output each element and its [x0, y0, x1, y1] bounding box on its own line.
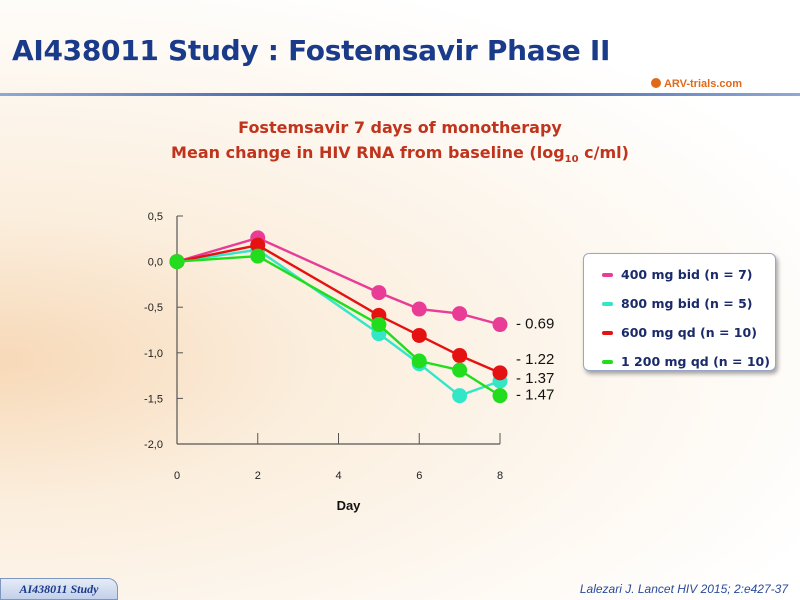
legend-item: 800 mg bid (n = 5) [584, 289, 775, 318]
x-tick-label: 4 [335, 470, 341, 482]
legend-swatch [602, 301, 613, 306]
chart-subtitle-text: Mean change in HIV RNA from baseline (lo… [171, 143, 565, 162]
chart-subtitle: Mean change in HIV RNA from baseline (lo… [0, 143, 800, 165]
brand-logo: ARV-trials.com [650, 78, 742, 90]
slide-title: AI438011 Study : Fostemsavir Phase II [12, 34, 611, 67]
series-end-label: - 1.47 [516, 387, 554, 404]
y-tick-label: -0,5 [144, 302, 163, 314]
data-point [169, 254, 185, 270]
x-tick-label: 2 [255, 470, 261, 482]
data-point [452, 348, 468, 364]
brand-logo-icon [650, 78, 661, 88]
y-tick-label: -1,5 [144, 393, 163, 405]
x-tick-label: 8 [497, 470, 503, 482]
legend-swatch [602, 359, 613, 364]
data-point [250, 237, 266, 253]
x-tick-label: 0 [174, 470, 180, 482]
citation: Lalezari J. Lancet HIV 2015; 2:e427-37 [579, 582, 788, 596]
data-point [452, 388, 468, 404]
y-tick-label: -1,0 [144, 348, 163, 360]
data-point [411, 353, 427, 369]
legend-swatch [602, 330, 613, 335]
x-tick-label: 6 [416, 470, 422, 482]
legend-item: 400 mg bid (n = 7) [584, 260, 775, 289]
series-end-label: - 1.37 [516, 370, 554, 387]
legend-label: 1 200 mg qd (n = 10) [621, 354, 770, 369]
series-end-label: - 0.69 [516, 316, 554, 333]
brand-name: ARV-trials.com [663, 78, 742, 90]
data-point [411, 301, 427, 317]
series-line [176, 243, 501, 374]
legend-label: 400 mg bid (n = 7) [621, 267, 753, 282]
data-point [371, 317, 387, 333]
legend-swatch [602, 272, 613, 277]
y-tick-label: 0,5 [148, 211, 163, 223]
data-point [492, 365, 508, 381]
data-point [492, 388, 508, 404]
legend-item: 600 mg qd (n = 10) [584, 318, 775, 347]
legend-label: 800 mg bid (n = 5) [621, 296, 753, 311]
data-point [492, 317, 508, 333]
title-divider [0, 93, 800, 96]
legend-label: 600 mg qd (n = 10) [621, 325, 757, 340]
chart-title: Fostemsavir 7 days of monotherapy [238, 118, 562, 137]
x-axis-label: Day [337, 498, 362, 513]
series-line [176, 254, 501, 397]
data-point [411, 327, 427, 343]
data-point [250, 248, 266, 264]
data-point [371, 285, 387, 301]
series-line [176, 248, 501, 398]
y-tick-label: 0,0 [148, 257, 163, 269]
legend-item: 1 200 mg qd (n = 10) [584, 347, 775, 376]
study-footer-tab: AI438011 Study [0, 578, 118, 600]
y-tick-label: -2,0 [144, 439, 163, 451]
series-end-label: - 1.22 [516, 351, 554, 368]
chart-legend: 400 mg bid (n = 7) 800 mg bid (n = 5) 600 … [583, 253, 776, 371]
chart-subtitle-tail: c/ml) [578, 143, 629, 162]
data-point [452, 306, 468, 322]
data-point [452, 362, 468, 378]
chart-subtitle-subscript: 10 [564, 154, 579, 166]
